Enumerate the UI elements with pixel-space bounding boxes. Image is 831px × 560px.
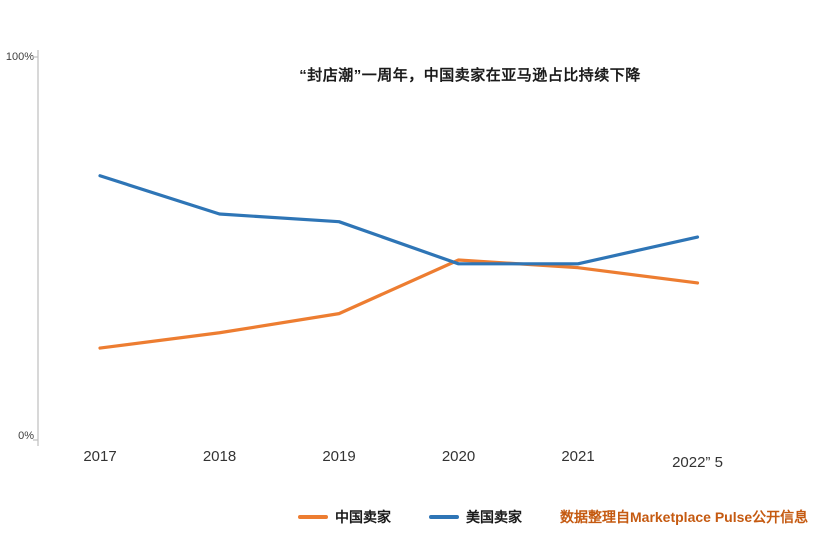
x-axis-label: 2020 [441, 448, 476, 465]
us-sellers-line-swatch-icon [429, 515, 459, 519]
legend-label: 中国卖家 [335, 509, 391, 525]
series-line [98, 258, 700, 350]
x-axis-label: 2018 [202, 448, 237, 465]
y-axis-label-0: 0% [18, 430, 34, 442]
x-axis-label: 2017 [83, 448, 117, 465]
series-line [98, 174, 700, 266]
chart-legend: 中国卖家 美国卖家 数据整理自Marketplace Pulse公开信息 [298, 507, 808, 527]
x-axis-label: 2022” 5 [672, 454, 723, 471]
y-axis-label-100: 100% [5, 51, 34, 63]
x-axis-label: 2019 [322, 448, 356, 465]
chart-title: “封店潮”一周年，中国卖家在亚马逊占比持续下降 [299, 67, 641, 84]
x-axis-label: 2021 [561, 448, 595, 465]
legend-item-china-sellers: 中国卖家 [298, 507, 391, 527]
data-source-note: 数据整理自Marketplace Pulse公开信息 [560, 509, 809, 525]
legend-label: 美国卖家 [466, 509, 522, 525]
legend-item-us-sellers: 美国卖家 [429, 507, 522, 527]
china-sellers-line-swatch-icon [298, 515, 328, 519]
